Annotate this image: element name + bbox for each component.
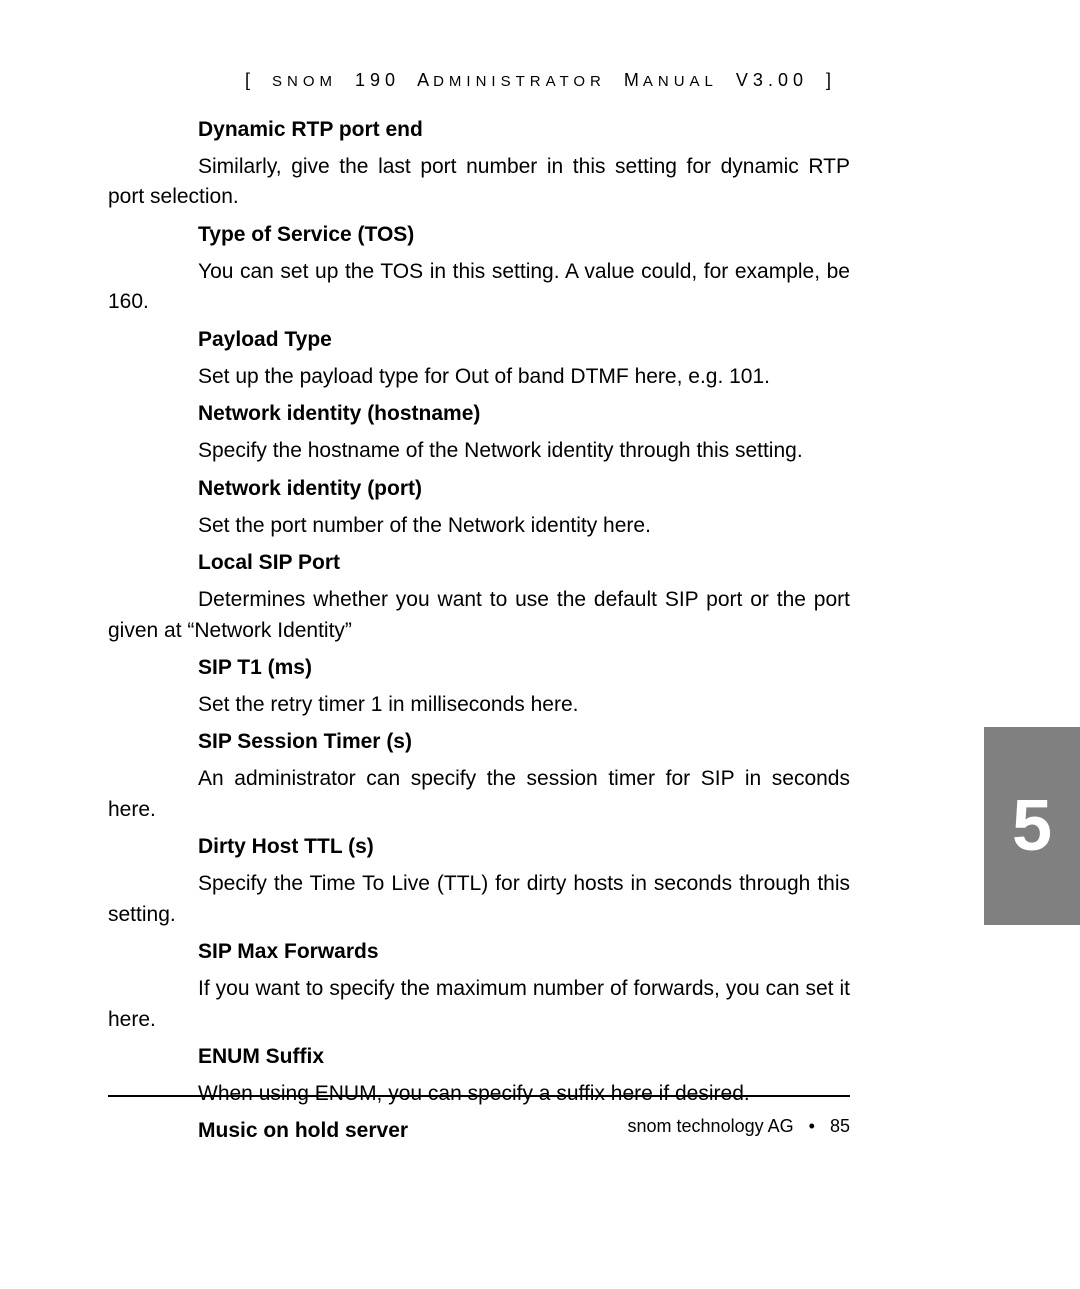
heading-network-identity-port: Network identity (port) [108,477,850,501]
body-dirty-host-ttl: Specify the Time To Live (TTL) for dirty… [108,869,850,930]
running-header: [ SNOM 190 ADMINISTRATOR MANUAL V3.00 ] [0,70,1080,91]
body-network-identity-hostname: Specify the hostname of the Network iden… [108,436,850,466]
body-type-of-service: You can set up the TOS in this setting. … [108,257,850,318]
content-area: Dynamic RTP port end Similarly, give the… [108,118,850,1153]
body-sip-max-forwards: If you want to specify the maximum numbe… [108,974,850,1035]
chapter-tab: 5 [984,727,1080,925]
heading-network-identity-hostname: Network identity (hostname) [108,402,850,426]
heading-payload-type: Payload Type [108,328,850,352]
body-local-sip-port: Determines whether you want to use the d… [108,585,850,646]
heading-local-sip-port: Local SIP Port [108,551,850,575]
footer-rule [108,1095,850,1097]
heading-enum-suffix: ENUM Suffix [108,1045,850,1069]
footer-company: snom technology AG [628,1116,794,1136]
body-payload-type: Set up the payload type for Out of band … [108,362,850,392]
footer-page-number: 85 [830,1116,850,1136]
heading-sip-max-forwards: SIP Max Forwards [108,940,850,964]
heading-sip-t1: SIP T1 (ms) [108,656,850,680]
body-dynamic-rtp-port-end: Similarly, give the last port number in … [108,152,850,213]
page: [ SNOM 190 ADMINISTRATOR MANUAL V3.00 ] … [0,0,1080,1289]
heading-dirty-host-ttl: Dirty Host TTL (s) [108,835,850,859]
footer: snom technology AG • 85 [108,1116,850,1137]
body-sip-session-timer: An administrator can specify the session… [108,764,850,825]
body-network-identity-port: Set the port number of the Network ident… [108,511,850,541]
heading-sip-session-timer: SIP Session Timer (s) [108,730,850,754]
heading-type-of-service: Type of Service (TOS) [108,223,850,247]
heading-dynamic-rtp-port-end: Dynamic RTP port end [108,118,850,142]
chapter-number: 5 [1012,785,1052,867]
footer-bullet-icon: • [809,1116,815,1136]
body-sip-t1: Set the retry timer 1 in milliseconds he… [108,690,850,720]
